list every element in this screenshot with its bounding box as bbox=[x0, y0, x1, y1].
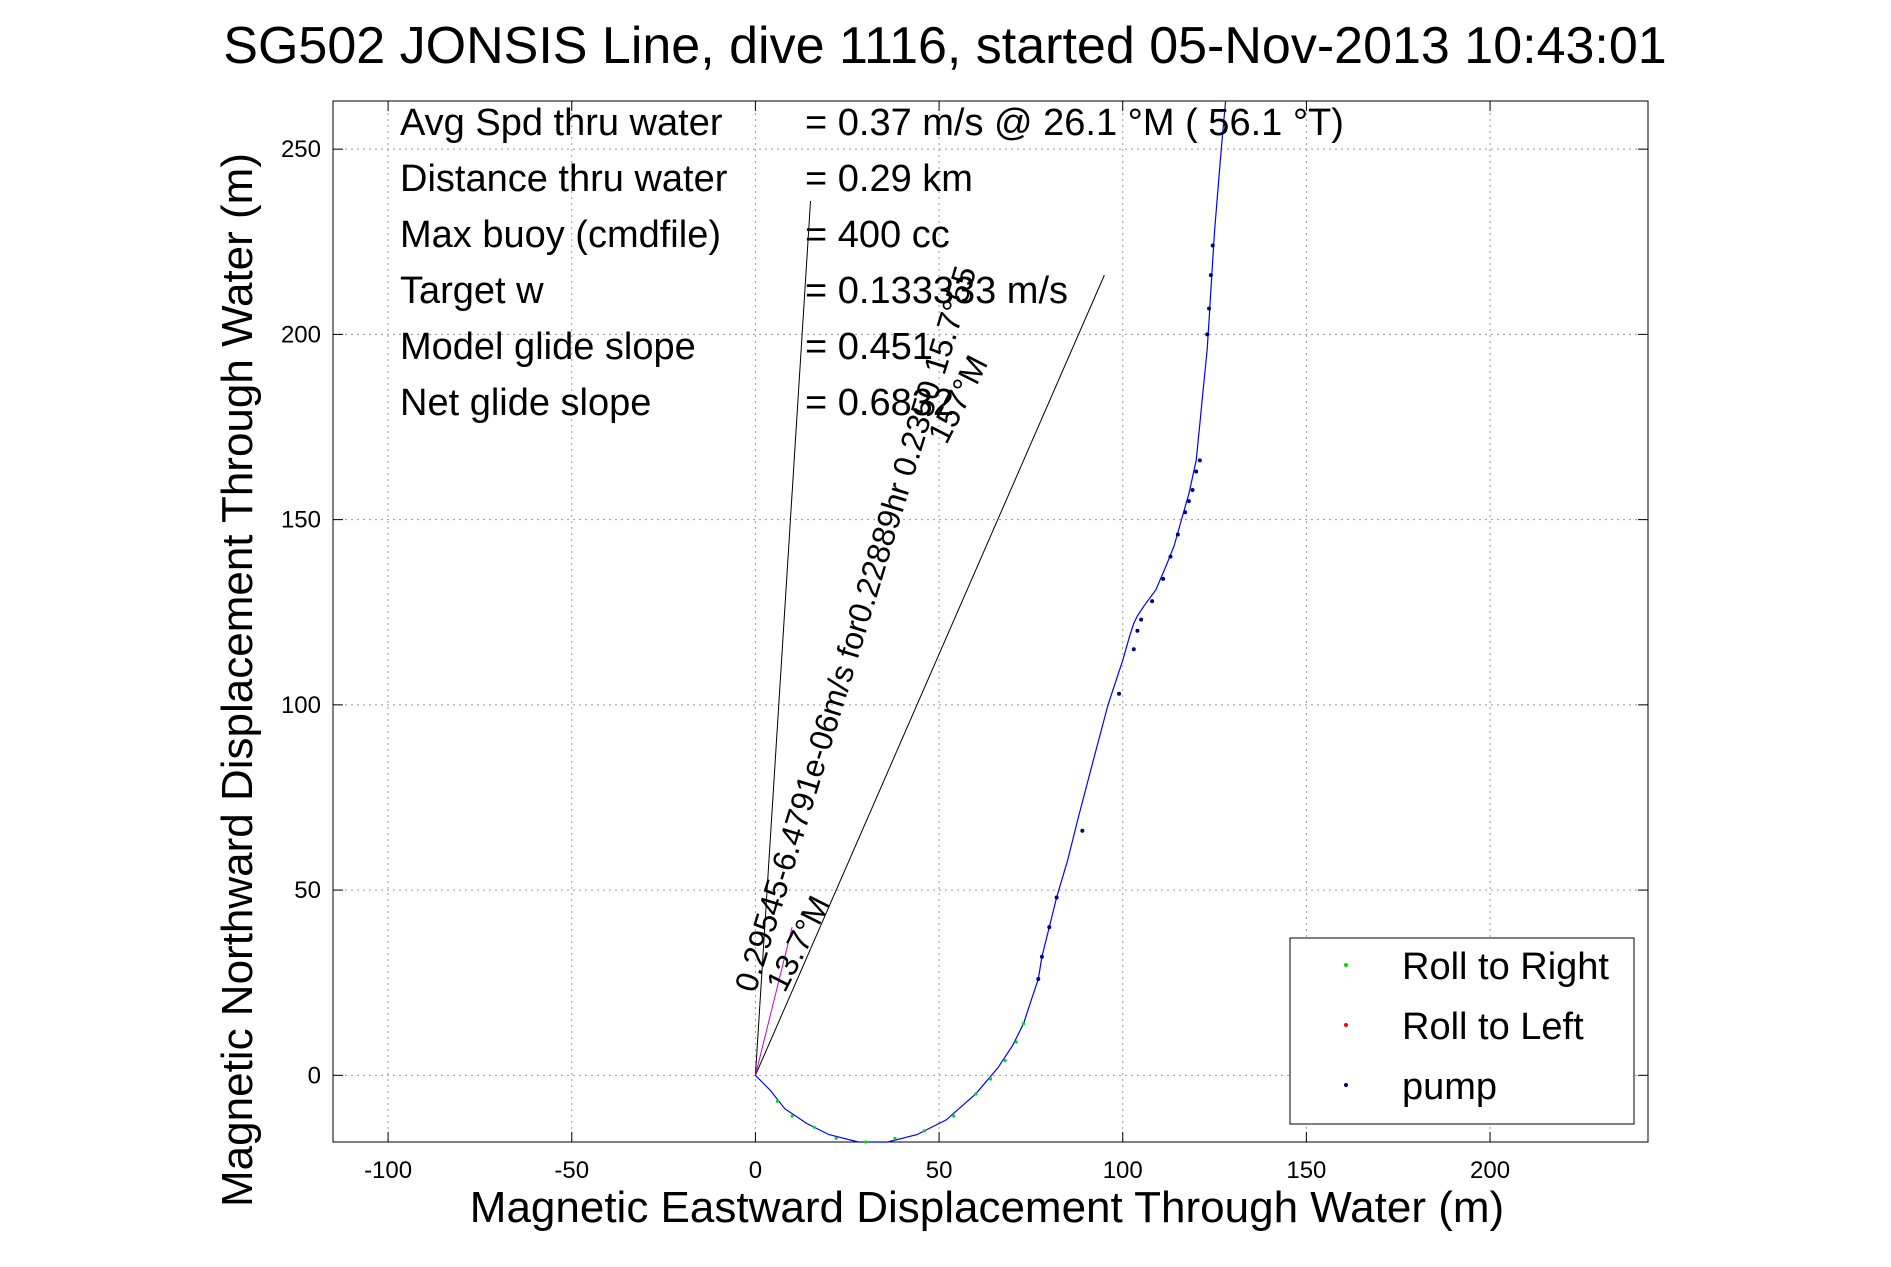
pump-point bbox=[1150, 599, 1155, 604]
legend-marker bbox=[1344, 963, 1348, 967]
x-axis-label: Magnetic Eastward Displacement Through W… bbox=[470, 1183, 1504, 1232]
stat-label: Model glide slope bbox=[400, 326, 696, 368]
roll-right-point bbox=[893, 1136, 897, 1140]
roll-right-point bbox=[775, 1099, 780, 1103]
x-tick-label: 200 bbox=[1470, 1157, 1510, 1184]
legend-layer: Roll to Right Roll to Left pump bbox=[1289, 937, 1635, 1125]
y-tick-label: 250 bbox=[281, 136, 321, 163]
pump-point bbox=[1208, 273, 1213, 278]
legend-label: pump bbox=[1402, 1066, 1497, 1108]
stat-value: = 0.37 m/s @ 26.1 °M ( 56.1 °T) bbox=[805, 102, 1344, 144]
y-tick-label: 100 bbox=[281, 692, 321, 719]
pump-point bbox=[1054, 895, 1059, 900]
pump-point bbox=[1210, 243, 1215, 248]
roll-right-point bbox=[1003, 1058, 1007, 1063]
stats-layer: Avg Spd thru water = 0.37 m/s @ 26.1 °M (… bbox=[400, 102, 1344, 424]
stat-label: Distance thru water bbox=[400, 158, 728, 200]
legend-marker bbox=[1344, 1083, 1348, 1087]
pump-point bbox=[1117, 691, 1122, 696]
roll-right-point bbox=[988, 1077, 993, 1081]
roll-right-point bbox=[922, 1129, 926, 1133]
roll-right-point bbox=[812, 1125, 816, 1129]
roll-right-point bbox=[952, 1114, 956, 1118]
vector-layer bbox=[754, 200, 1105, 1076]
y-axis-label: Magnetic Northward Displacement Through … bbox=[213, 153, 262, 1207]
pump-point bbox=[1183, 510, 1188, 515]
stat-label: Avg Spd thru water bbox=[400, 102, 723, 144]
y-tick-label: 150 bbox=[281, 507, 321, 534]
legend-label: Roll to Right bbox=[1402, 946, 1609, 988]
plot-frame bbox=[332, 100, 1649, 1143]
y-tick-label: 0 bbox=[308, 1062, 321, 1089]
pump-point bbox=[1047, 925, 1052, 930]
pump-point bbox=[1039, 954, 1044, 959]
pump-point bbox=[1036, 976, 1041, 981]
series-layer bbox=[754, 100, 1227, 1144]
legend-box bbox=[1289, 937, 1635, 1125]
legend-marker bbox=[1344, 1023, 1348, 1027]
stat-value: = 0.29 km bbox=[805, 158, 973, 200]
net-vector bbox=[754, 927, 793, 1076]
pump-point bbox=[1197, 458, 1202, 463]
x-tick-label: 100 bbox=[1103, 1157, 1143, 1184]
pump-point bbox=[1161, 576, 1166, 581]
y-tick-label: 200 bbox=[281, 321, 321, 348]
stat-value: = 0.6832 bbox=[805, 382, 954, 424]
pump-point bbox=[1205, 332, 1210, 337]
pump-point bbox=[1175, 532, 1180, 537]
x-tick-label: 150 bbox=[1286, 1157, 1326, 1184]
stat-label: Target w bbox=[400, 270, 544, 312]
legend-label: Roll to Left bbox=[1402, 1006, 1584, 1048]
pump-point bbox=[1131, 647, 1136, 652]
pump-point bbox=[1168, 554, 1173, 559]
track-line bbox=[754, 100, 1227, 1143]
pump-point bbox=[1080, 828, 1085, 833]
y-tick-label: 50 bbox=[294, 877, 321, 904]
x-tick-label: 0 bbox=[749, 1157, 762, 1184]
roll-right-point bbox=[1021, 1021, 1026, 1026]
roll-right-point bbox=[790, 1114, 794, 1118]
stat-value: = 400 cc bbox=[805, 214, 950, 256]
x-tick-label: -50 bbox=[554, 1157, 589, 1184]
pump-point bbox=[1207, 306, 1212, 311]
stat-value: = 0.451 bbox=[805, 326, 933, 368]
stat-value: = 0.133333 m/s bbox=[805, 270, 1068, 312]
stat-label: Net glide slope bbox=[400, 382, 651, 424]
stat-label: Max buoy (cmdfile) bbox=[400, 214, 721, 256]
vector-b bbox=[754, 274, 1105, 1076]
roll-right-point bbox=[1014, 1040, 1018, 1044]
chart-title: SG502 JONSIS Line, dive 1116, started 05… bbox=[223, 17, 1666, 75]
x-tick-label: -100 bbox=[364, 1157, 412, 1184]
roll-right-point bbox=[834, 1136, 838, 1140]
ticks-layer: -100 -50 0 50 100 150 200 0 50 100 150 200 250 bbox=[281, 101, 1648, 1184]
roll-right-point bbox=[864, 1140, 868, 1144]
pump-point bbox=[1139, 617, 1144, 622]
vector-a bbox=[754, 200, 812, 1076]
pump-point bbox=[1135, 628, 1140, 633]
pump-point bbox=[1190, 487, 1195, 492]
x-tick-label: 50 bbox=[926, 1157, 953, 1184]
roll-right-point bbox=[974, 1092, 978, 1096]
pump-point bbox=[1186, 499, 1191, 504]
pump-point bbox=[1194, 469, 1199, 474]
